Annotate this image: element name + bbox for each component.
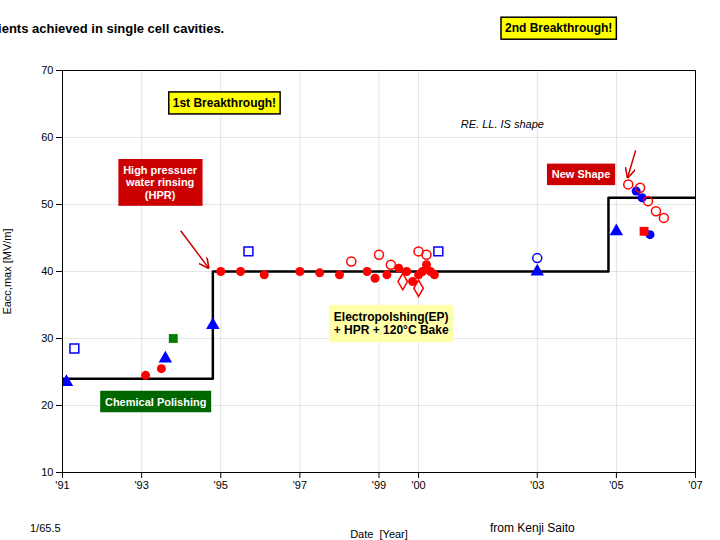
svg-text:2nd Breakthrough!: 2nd Breakthrough! — [505, 21, 612, 35]
svg-text:Electropolshing(EP)+ HPR + 120: Electropolshing(EP)+ HPR + 120°C Bake — [334, 310, 449, 338]
svg-text:'00: '00 — [411, 479, 425, 491]
svg-text:'91: '91 — [55, 479, 69, 491]
svg-text:60: 60 — [41, 131, 53, 143]
svg-text:1st Breakthrough!: 1st Breakthrough! — [173, 96, 276, 110]
svg-text:from Kenji Saito: from Kenji Saito — [490, 521, 575, 535]
svg-text:'07: '07 — [688, 479, 702, 491]
svg-text:40: 40 — [41, 265, 53, 277]
svg-text:RE. LL. IS shape: RE. LL. IS shape — [461, 118, 544, 130]
svg-text:History of highest gradients a: History of highest gradients achieved in… — [0, 21, 224, 36]
svg-text:New Shape: New Shape — [552, 168, 611, 180]
svg-text:10: 10 — [41, 466, 53, 478]
svg-text:'03: '03 — [530, 479, 544, 491]
svg-text:High pressuerwater rinsing(HPR: High pressuerwater rinsing(HPR) — [123, 164, 198, 201]
svg-text:Date [Year]: Date [Year] — [350, 528, 408, 540]
svg-text:30: 30 — [41, 332, 53, 344]
svg-text:'93: '93 — [134, 479, 148, 491]
svg-text:'97: '97 — [293, 479, 307, 491]
svg-text:70: 70 — [41, 64, 53, 76]
svg-text:50: 50 — [41, 198, 53, 210]
svg-text:Eacc,max [MV/m]: Eacc,max [MV/m] — [1, 228, 13, 314]
svg-text:'05: '05 — [609, 479, 623, 491]
svg-text:Chemical Polishing: Chemical Polishing — [105, 396, 206, 408]
svg-text:'95: '95 — [214, 479, 228, 491]
svg-text:'99: '99 — [372, 479, 386, 491]
svg-text:1/65.5: 1/65.5 — [30, 522, 61, 534]
svg-text:20: 20 — [41, 399, 53, 411]
